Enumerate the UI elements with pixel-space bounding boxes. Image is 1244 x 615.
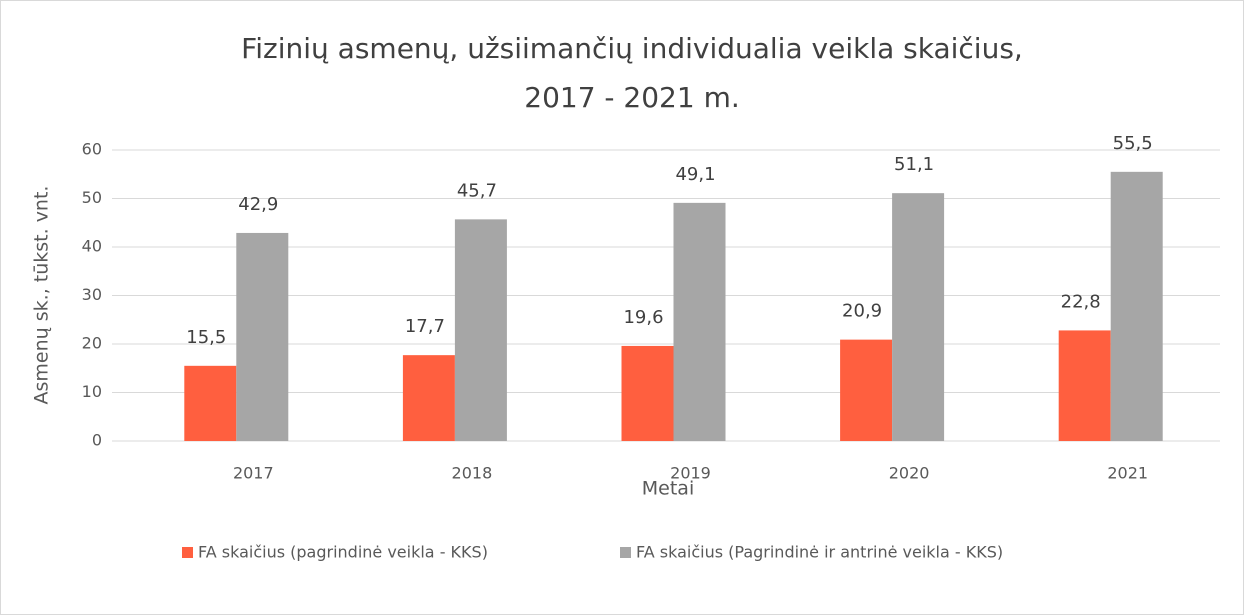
legend-label: FA skaičius (Pagrindinė ir antrinė veikl… bbox=[636, 543, 1003, 562]
legend-label: FA skaičius (pagrindinė veikla - KKS) bbox=[198, 543, 488, 562]
y-tick-label: 60 bbox=[82, 140, 102, 159]
x-tick-label: 2019 bbox=[670, 464, 711, 483]
x-tick-label: 2017 bbox=[233, 464, 274, 483]
bar bbox=[892, 193, 945, 441]
chart-title: Fizinių asmenų, užsiimančių individualia… bbox=[241, 32, 1023, 65]
y-tick-label: 40 bbox=[82, 237, 102, 256]
bar bbox=[1058, 330, 1111, 441]
x-tick-label: 2021 bbox=[1107, 464, 1148, 483]
data-label: 22,8 bbox=[1061, 291, 1101, 312]
x-tick-label: 2020 bbox=[889, 464, 930, 483]
y-tick-label: 10 bbox=[82, 382, 102, 401]
bar bbox=[402, 355, 455, 441]
bar bbox=[673, 202, 726, 441]
y-tick-label: 0 bbox=[92, 431, 102, 450]
data-label: 55,5 bbox=[1113, 133, 1153, 154]
data-label: 45,7 bbox=[457, 180, 497, 201]
bar bbox=[236, 232, 289, 441]
legend-swatch bbox=[620, 547, 631, 558]
legend-swatch bbox=[182, 547, 193, 558]
data-label: 51,1 bbox=[894, 154, 934, 175]
x-tick-label: 2018 bbox=[452, 464, 493, 483]
bar bbox=[1110, 171, 1163, 441]
data-label: 17,7 bbox=[405, 316, 445, 337]
data-label: 49,1 bbox=[675, 164, 715, 185]
bar bbox=[621, 345, 674, 441]
y-tick-label: 20 bbox=[82, 334, 102, 353]
bar bbox=[840, 339, 893, 441]
y-tick-label: 50 bbox=[82, 188, 102, 207]
bar bbox=[454, 219, 507, 441]
data-label: 19,6 bbox=[623, 307, 663, 328]
chart-title: 2017 - 2021 m. bbox=[524, 81, 740, 114]
data-label: 20,9 bbox=[842, 301, 882, 322]
data-label: 42,9 bbox=[238, 194, 278, 215]
y-tick-label: 30 bbox=[82, 285, 102, 304]
data-label: 15,5 bbox=[186, 327, 226, 348]
y-axis-title: Asmenų sk., tūkst. vnt. bbox=[31, 186, 53, 405]
x-axis-title: Metai bbox=[642, 478, 694, 500]
bar bbox=[184, 365, 237, 441]
